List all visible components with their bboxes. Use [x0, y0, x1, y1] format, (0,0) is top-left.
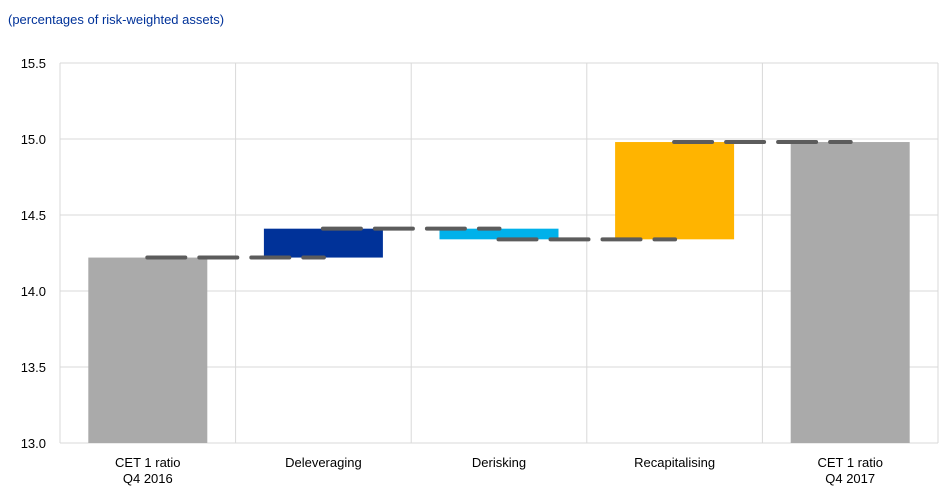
- y-tick-label: 15.5: [21, 56, 46, 71]
- x-category-label: Q4 2017: [825, 471, 875, 486]
- chart-subtitle: (percentages of risk-weighted assets): [8, 12, 225, 27]
- bar: [615, 142, 735, 240]
- bar: [263, 228, 383, 258]
- y-tick-label: 13.0: [21, 436, 46, 451]
- y-axis: 13.0 13.5 14.0 14.5 15.0 15.5: [21, 56, 46, 451]
- y-tick-label: 14.0: [21, 284, 46, 299]
- x-category-label: Derisking: [472, 455, 526, 470]
- y-tick-label: 14.5: [21, 208, 46, 223]
- bars: [88, 142, 910, 444]
- bar: [790, 142, 910, 444]
- y-tick-label: 13.5: [21, 360, 46, 375]
- bar: [439, 228, 559, 240]
- y-tick-label: 15.0: [21, 132, 46, 147]
- x-category-label: Recapitalising: [634, 455, 715, 470]
- bar: [88, 257, 208, 443]
- x-category-label: Q4 2016: [123, 471, 173, 486]
- x-category-label: CET 1 ratio: [115, 455, 181, 470]
- x-category-label: Deleveraging: [285, 455, 362, 470]
- x-category-label: CET 1 ratio: [817, 455, 883, 470]
- connectors: [145, 140, 853, 260]
